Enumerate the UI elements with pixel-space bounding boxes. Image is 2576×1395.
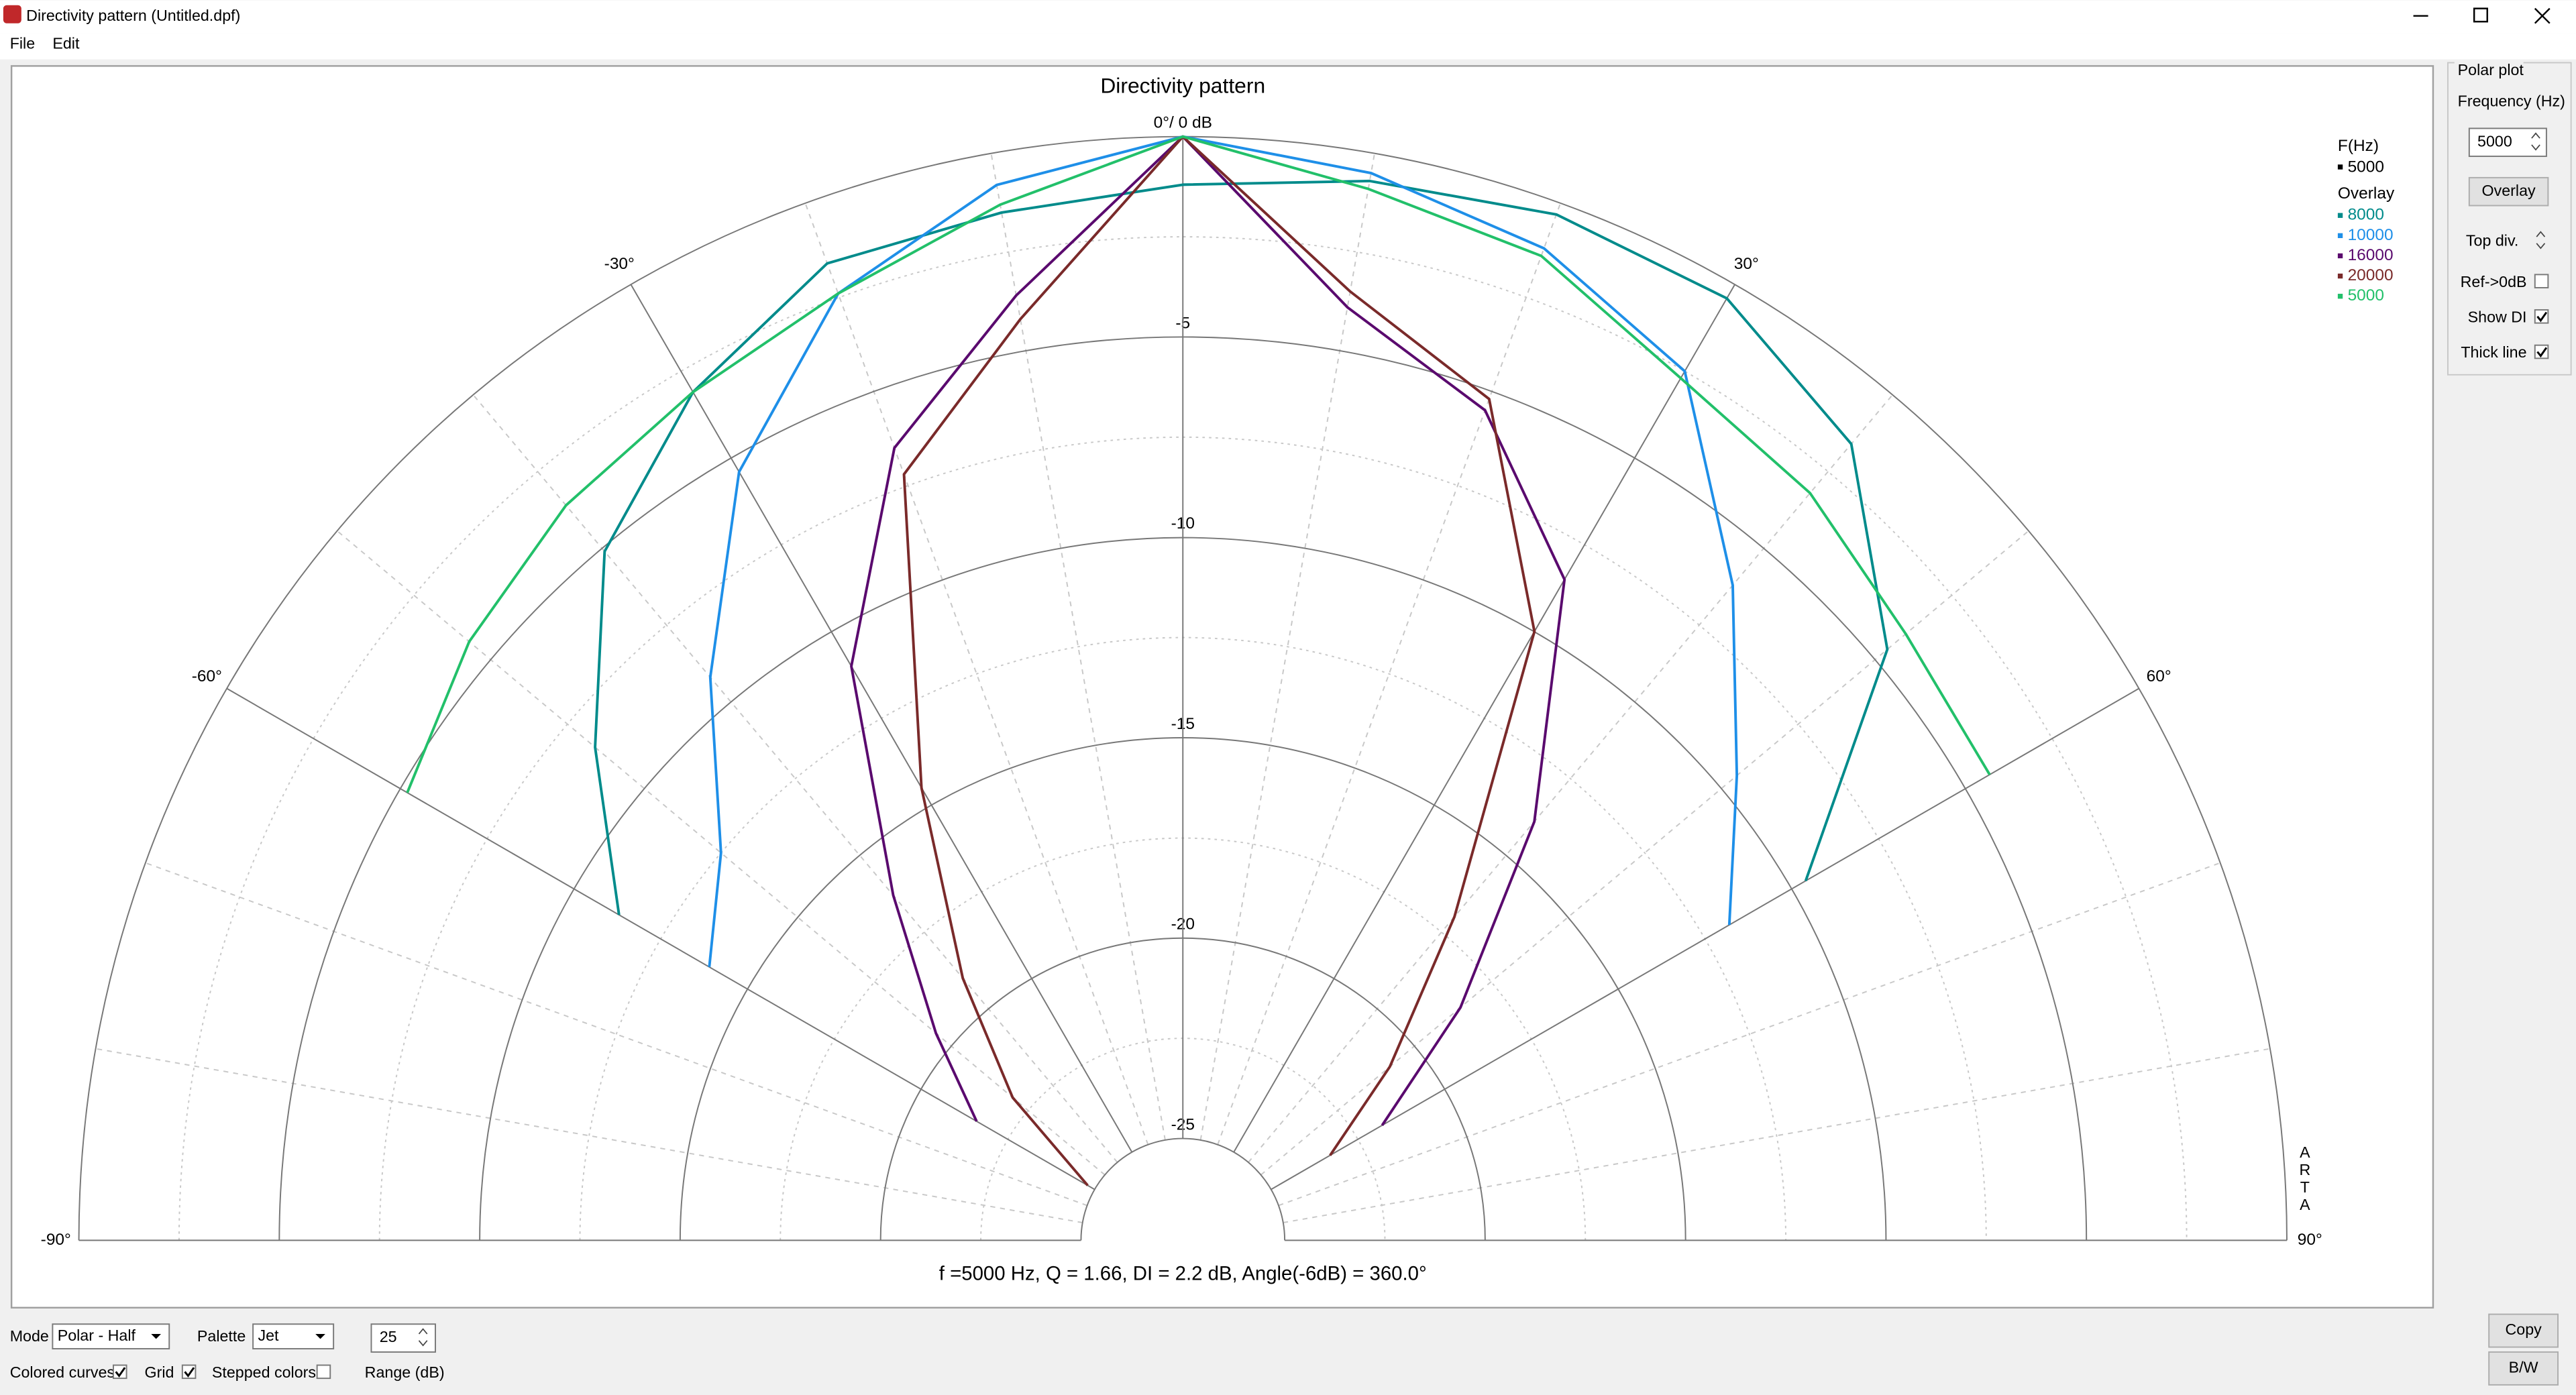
polar-chart: 0°/ 0 dB-5-10-15-20-25-90°-60°-30° 30°60°… [41,74,2395,1285]
spin-arrows[interactable] [2536,231,2546,249]
checkbox-label: Stepped colors [212,1363,316,1381]
legend-label: 10000 [2348,226,2394,244]
input-value: 5000 [2477,132,2512,150]
chart-title: Directivity pattern [1100,74,1265,98]
a-tick-label: 90° [2298,1231,2322,1249]
menu-item[interactable]: Edit [52,35,80,52]
menu-item[interactable]: File [10,35,35,52]
button-label: Copy [2505,1321,2542,1338]
window-title: Directivity pattern (Untitled.dpf) [26,7,240,24]
button[interactable] [2488,1351,2559,1386]
chart-footer: f =5000 Hz, Q = 1.66, DI = 2.2 dB, Angle… [939,1263,1427,1285]
watermark: ARTA [2296,1143,2314,1213]
spin-arrows[interactable] [2531,132,2540,151]
button-label: Overlay [2482,182,2536,199]
legend-label: 20000 [2348,266,2394,284]
legend-subtitle: Overlay [2338,184,2395,203]
legend-swatch [2337,164,2343,170]
legend-label: 5000 [2348,158,2384,176]
combo-value: Jet [258,1327,279,1344]
restore-button[interactable] [2473,7,2488,23]
group-label: Polar plot [2458,61,2524,78]
menu-bar [0,33,2576,60]
grid-radial [1271,687,2139,1190]
legend-label: 5000 [2348,286,2384,304]
legend-title: F(Hz) [2338,137,2379,155]
grid-radial [1233,284,1735,1153]
group-box-label-bg [2454,61,2524,78]
controls: Polar plot Frequency (Hz) 5000 Overlay Top d… [10,61,2572,1386]
checkbox-label: Show DI [2468,308,2527,325]
a-tick-label: 60° [2147,667,2171,685]
button[interactable] [2468,176,2549,207]
combo-value: Polar - Half [58,1327,136,1344]
check-mark [2536,311,2548,323]
a-tick-label: 30° [1734,255,1759,273]
grid-radial [226,687,1095,1190]
checkbox-label: Thick line [2461,343,2526,361]
legend-label: 8000 [2348,206,2384,224]
series-line [594,179,1889,915]
checkbox-label: Colored curves [10,1363,115,1381]
button-label: B/W [2509,1359,2538,1376]
a-tick-label: -60° [192,667,222,685]
input-value: 25 [380,1328,397,1345]
close-button[interactable] [2534,7,2551,24]
field-label: Mode [10,1327,49,1345]
app-icon [3,5,21,23]
a-tick-label: -90° [41,1231,71,1249]
legend-swatch [2337,273,2343,279]
series-line [406,135,1991,793]
check-mark [184,1367,195,1378]
r-tick-label: 0°/ 0 dB [1154,114,1212,132]
combo-arrow [315,1333,325,1339]
check-mark [2536,347,2548,358]
field-label: Range (dB) [365,1363,445,1381]
legend-swatch [2337,213,2343,218]
checkbox-label: Grid [145,1363,174,1381]
grid-radial [630,284,1133,1153]
spin-arrows[interactable] [418,1328,428,1347]
legend-label: 16000 [2348,246,2394,264]
button[interactable] [2488,1313,2559,1348]
title-bar [0,0,2576,34]
grid-ring [1080,1137,1286,1241]
legend-swatch [2337,253,2343,259]
minor-grid-ring [178,236,2188,1241]
checkbox-label: Ref->0dB [2461,273,2527,290]
range-input[interactable] [370,1323,436,1353]
field-label: Frequency (Hz) [2458,92,2565,109]
field-label: Top div. [2466,232,2518,249]
legend-swatch [2337,233,2343,239]
mode-combo[interactable] [52,1323,170,1349]
check-mark [115,1367,126,1378]
combo-arrow [151,1333,161,1339]
checkbox[interactable] [316,1364,331,1380]
field-label: Palette [197,1327,246,1345]
frequency-input[interactable] [2468,127,2547,158]
checkbox[interactable] [2534,274,2549,288]
plot-area [10,65,2434,1309]
legend-swatch [2337,294,2343,299]
a-tick-label: -30° [604,255,635,273]
